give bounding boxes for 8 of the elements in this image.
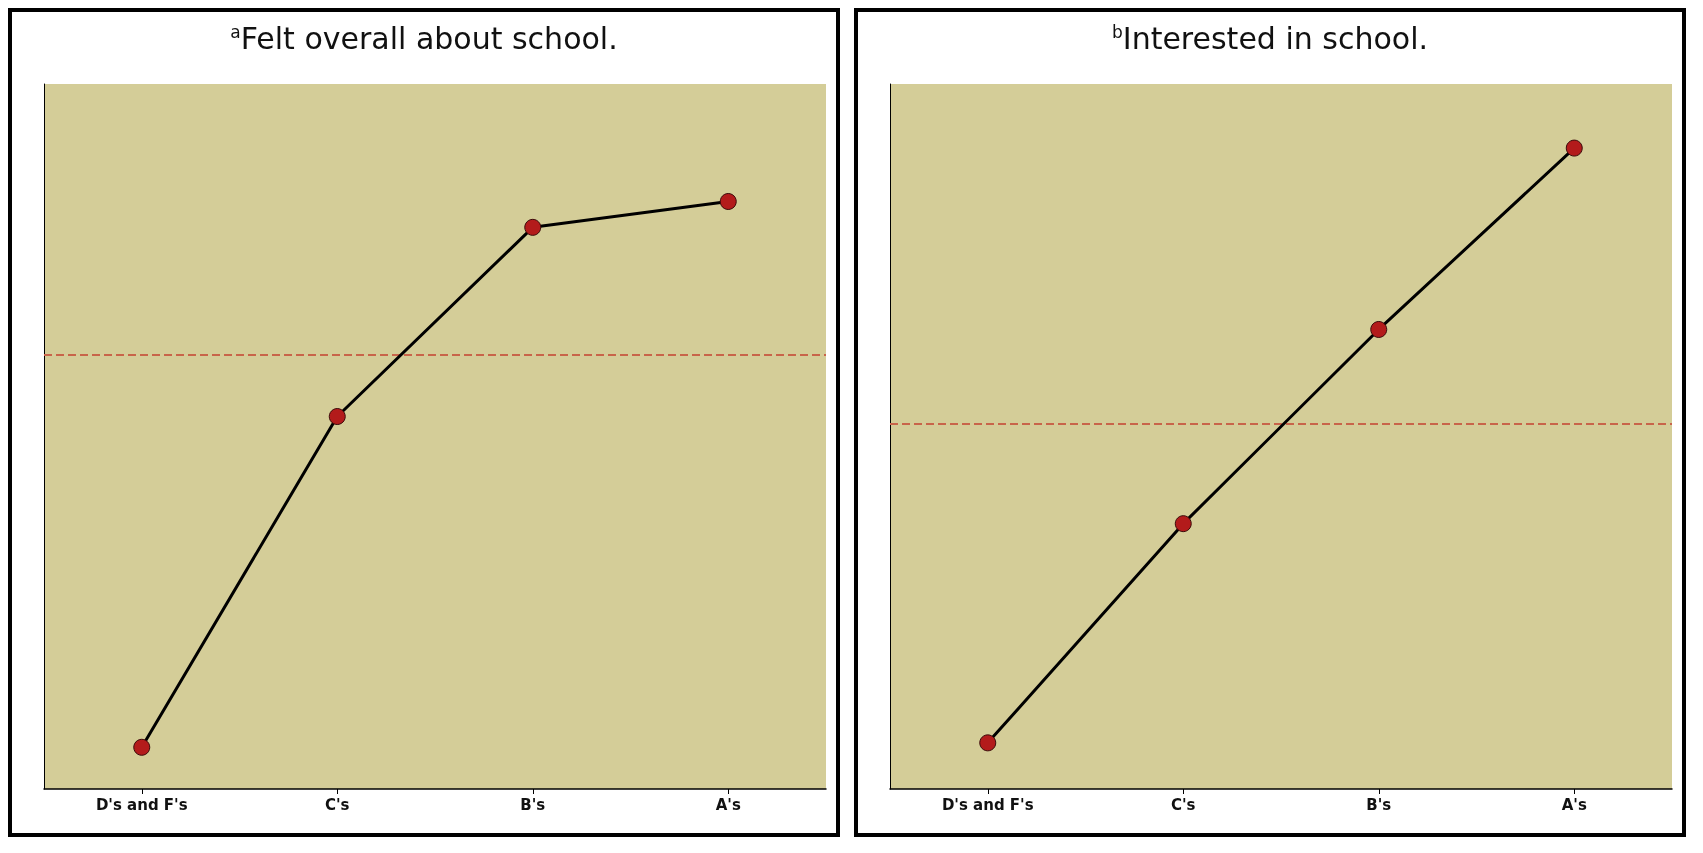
- x-tick-label: A's: [1561, 795, 1587, 814]
- x-tick-label: C's: [1170, 795, 1196, 814]
- x-tick-label: B's: [1366, 795, 1392, 814]
- x-tick-label: A's: [715, 795, 741, 814]
- x-tick-label: B's: [520, 795, 546, 814]
- x-tick-label: D's and F's: [95, 795, 188, 814]
- x-tick-label: D's and F's: [941, 795, 1034, 814]
- x-tick-label: C's: [324, 795, 350, 814]
